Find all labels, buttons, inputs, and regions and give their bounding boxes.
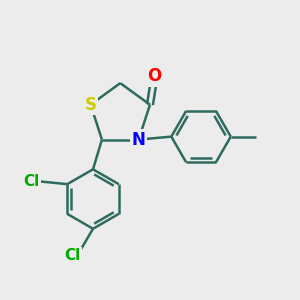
- Text: Cl: Cl: [64, 248, 80, 263]
- Text: O: O: [147, 68, 161, 85]
- Text: N: N: [132, 130, 145, 148]
- Text: S: S: [85, 96, 97, 114]
- Text: Cl: Cl: [23, 174, 40, 189]
